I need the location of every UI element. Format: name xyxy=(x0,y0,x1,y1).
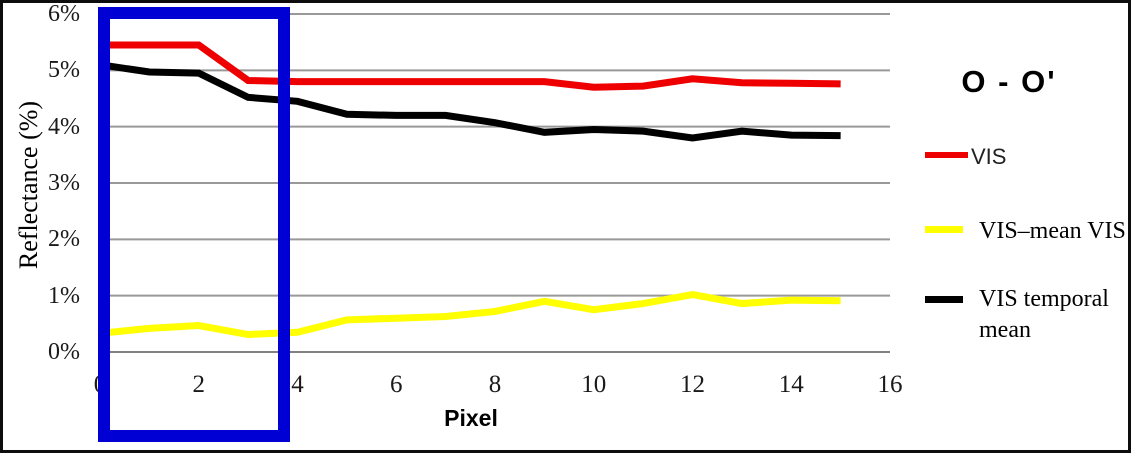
y-tick-label: 4% xyxy=(48,113,80,140)
x-tick-label: 8 xyxy=(488,371,502,398)
highlight-box xyxy=(98,7,290,442)
series-line-vis-temporal-mean xyxy=(99,61,841,142)
x-tick-label: 2 xyxy=(192,371,206,398)
x-tick-label: 6 xyxy=(390,371,403,398)
y-tick-label: 6% xyxy=(48,1,80,27)
y-axis-title: Reflectance (%) xyxy=(14,100,43,270)
x-tick-label: 4 xyxy=(291,371,304,398)
y-tick-label: 2% xyxy=(48,226,80,253)
x-axis-title: Pixel xyxy=(444,405,498,431)
y-tick-label: 5% xyxy=(48,57,80,84)
y-tick-label: 0% xyxy=(48,339,80,365)
x-tick-label: 10 xyxy=(581,371,607,398)
x-tick-label: 12 xyxy=(680,371,705,398)
series-line-vis-mean-vis xyxy=(99,290,841,339)
y-tick-label: 1% xyxy=(48,282,80,309)
chart-title: O - O' xyxy=(961,64,1057,99)
x-tick-label: 14 xyxy=(778,371,804,398)
series-line-vis xyxy=(100,41,841,91)
y-tick-label: 3% xyxy=(48,170,80,196)
x-tick-label: 16 xyxy=(877,371,903,398)
